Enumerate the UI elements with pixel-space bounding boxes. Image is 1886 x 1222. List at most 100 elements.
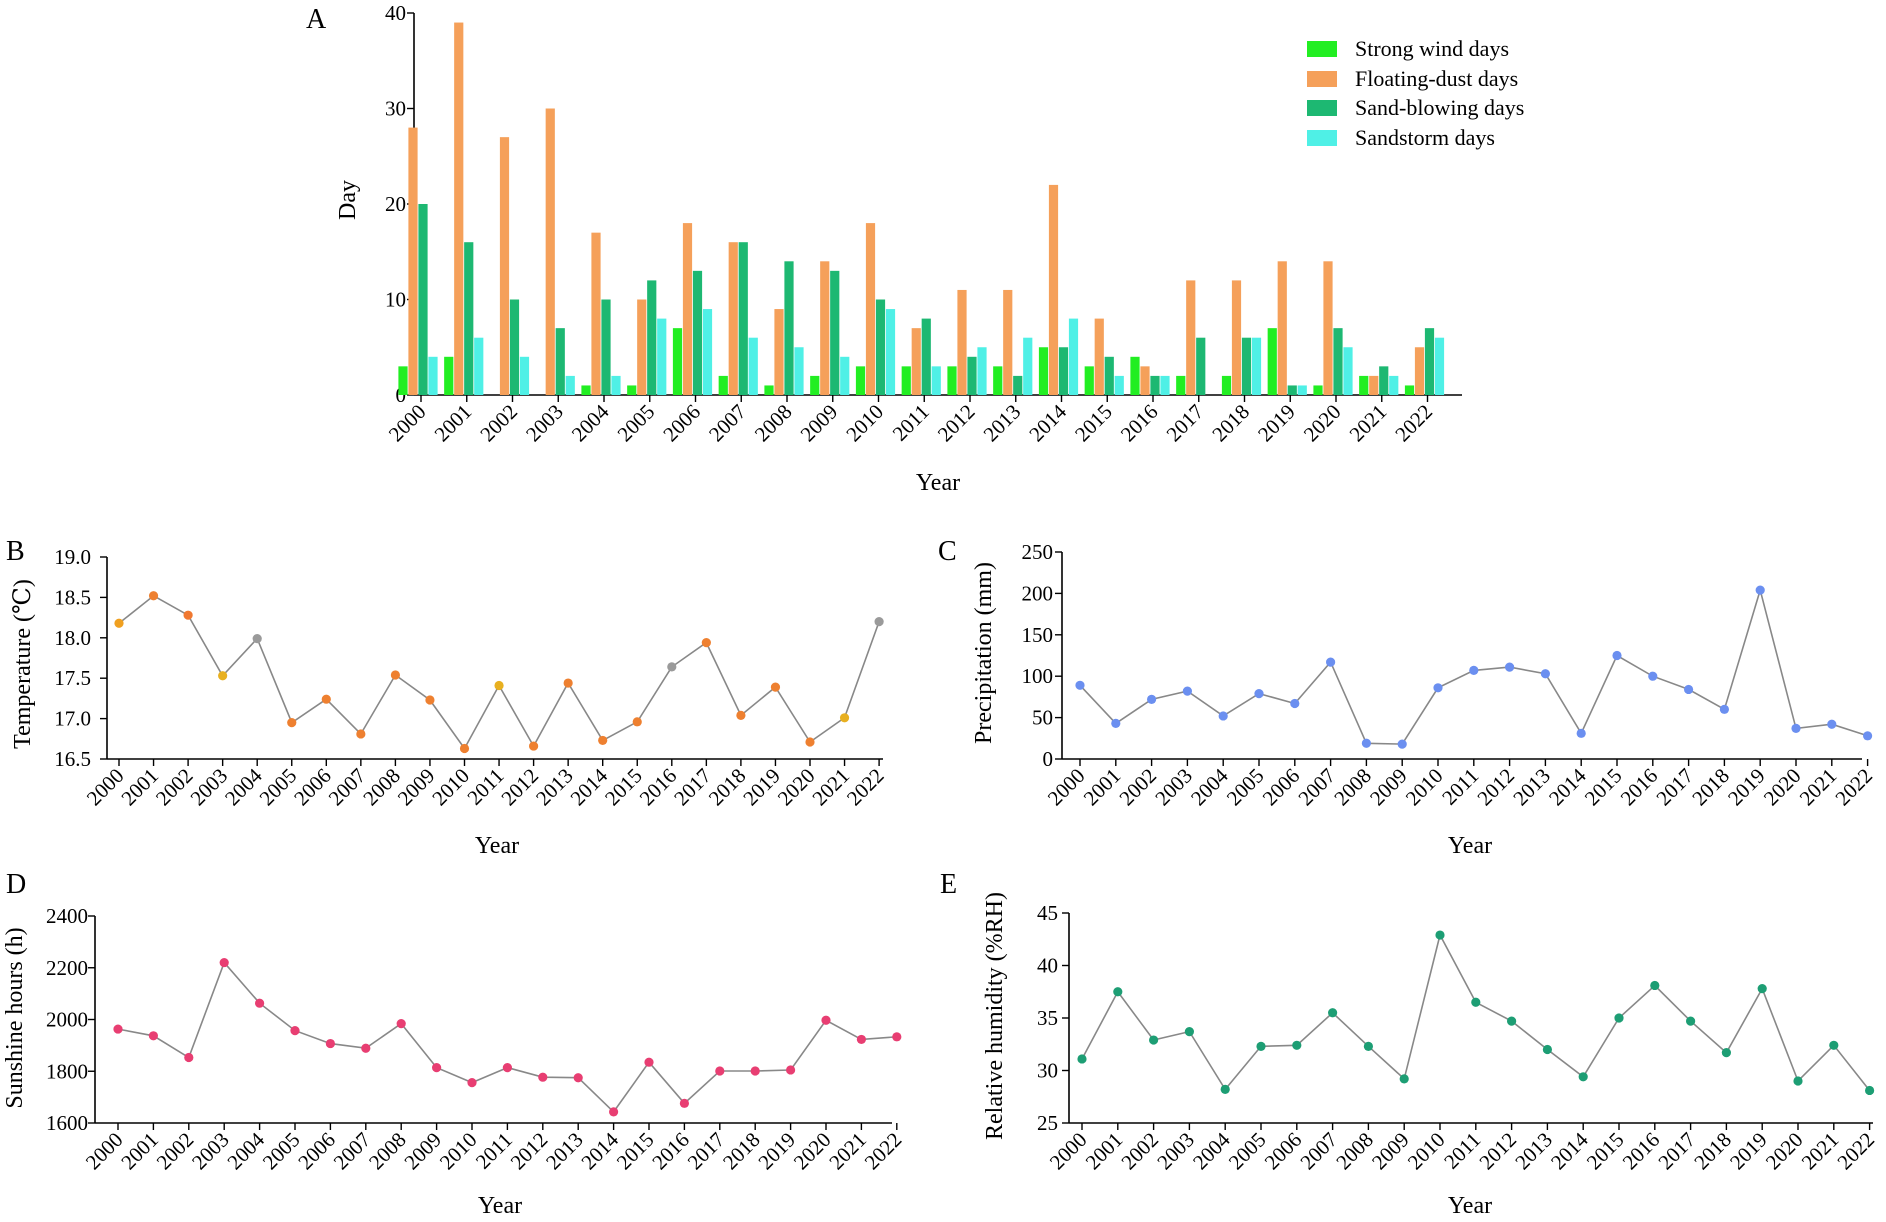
bar-sandstorm-days2006 [702, 309, 713, 395]
panel-e-x-tick-label: 2012 [1474, 1128, 1521, 1175]
panel-c-point-2010 [1433, 683, 1443, 693]
panel-c-x-tick-label: 2019 [1723, 764, 1770, 811]
bar-sand-blowing-days2002 [509, 299, 520, 395]
panel-b-y-tick-label: 18.0 [54, 626, 91, 650]
panel-c-x-axis-title: Year [1448, 833, 1492, 859]
panel-c-x-tick-label: 2022 [1830, 764, 1877, 811]
panel-c-point-2009 [1397, 739, 1407, 749]
legend-label-floating-dust: Floating-dust days [1355, 66, 1518, 91]
panel-b-temperature-chart: B Temperature (℃) Year 16.5 17.0 17.5 18.0 1… [6, 536, 889, 859]
panel-d-x-tick-label: 2015 [612, 1128, 659, 1175]
panel-a-x-tick-label: 2001 [430, 400, 477, 447]
bar-floating-dust-days2007 [728, 242, 738, 395]
panel-d-point-2014 [609, 1107, 619, 1117]
panel-a-x-tick-label: 2000 [384, 400, 431, 447]
panel-c-point-2016 [1648, 671, 1658, 681]
panel-c-y-tick-label: 150 [1022, 623, 1054, 647]
panel-d-x-tick-label: 2022 [860, 1128, 907, 1175]
panel-e-point-2010 [1435, 930, 1445, 940]
bar-sand-blowing-days2010 [875, 299, 886, 395]
panel-e-x-tick-label: 2002 [1116, 1128, 1163, 1175]
bar-sand-blowing-days2009 [830, 270, 840, 395]
panel-e-x-tick-label: 2017 [1653, 1128, 1700, 1175]
panel-b-y-tick-label: 18.5 [54, 585, 91, 609]
panel-b-point-2005 [287, 718, 297, 728]
panel-a-x-tick-label: 2022 [1390, 400, 1437, 447]
panel-c-point-2002 [1147, 694, 1157, 704]
bar-sand-blowing-days2021 [1379, 366, 1389, 395]
bar-floating-dust-days2020 [1323, 261, 1333, 395]
panel-b-point-2017 [701, 638, 711, 648]
panel-c-x-tick-label: 2020 [1759, 764, 1806, 811]
panel-a-y-tick-label: 10 [385, 288, 406, 312]
bar-sandstorm-days2007 [748, 337, 758, 395]
panel-b-y-tick-label: 16.5 [54, 747, 91, 771]
panel-e-x-tick-label: 2010 [1403, 1128, 1450, 1175]
bar-floating-dust-days2003 [545, 108, 555, 395]
panel-c-point-2004 [1218, 711, 1228, 721]
panel-c-point-2020 [1791, 723, 1801, 733]
panel-e-point-2009 [1399, 1074, 1409, 1084]
panel-d-x-tick-label: 2019 [753, 1128, 800, 1175]
bar-sand-blowing-days2004 [601, 299, 611, 395]
panel-c-x-tick-label: 2017 [1651, 764, 1698, 811]
panel-d-x-tick-label: 2012 [506, 1128, 553, 1175]
panel-a-x-tick-label: 2016 [1116, 400, 1163, 447]
bar-sandstorm-days2008 [794, 347, 804, 395]
panel-e-x-tick-label: 2007 [1295, 1128, 1342, 1175]
panel-d-x-tick-label: 2020 [789, 1128, 836, 1175]
panel-b-y-tick-label: 17.5 [54, 666, 91, 690]
bar-sand-blowing-days2019 [1287, 385, 1297, 395]
panel-a-x-axis-title: Year [916, 470, 960, 496]
panel-e-point-2001 [1113, 987, 1123, 997]
panel-b-point-2003 [218, 671, 228, 681]
panel-a-bar-chart: A Day Year 01020304020002001200220032004… [306, 1, 1524, 496]
panel-e-x-tick-label: 2003 [1152, 1128, 1199, 1175]
bar-sand-blowing-days2020 [1333, 328, 1343, 395]
bar-sand-blowing-days2011 [921, 318, 931, 395]
panel-label-c: C [938, 536, 957, 567]
panel-c-x-tick-label: 2006 [1258, 764, 1305, 811]
bar-sand-blowing-days2013 [1013, 375, 1023, 395]
panel-d-y-tick-label: 1800 [46, 1059, 88, 1083]
panel-d-y-tick-label: 2200 [46, 956, 88, 980]
bar-sand-blowing-days2003 [555, 328, 565, 395]
panel-d-point-2002 [184, 1052, 194, 1063]
bar-strong-wind-days2022 [1404, 385, 1415, 395]
panel-e-x-tick-label: 2001 [1081, 1128, 1128, 1175]
panel-e-x-tick-label: 2020 [1761, 1128, 1808, 1175]
panel-c-x-tick-label: 2021 [1795, 764, 1842, 811]
panel-c-x-tick-label: 2008 [1329, 764, 1376, 811]
panel-d-point-2018 [750, 1066, 760, 1076]
bar-floating-dust-days2015 [1094, 318, 1104, 395]
panel-c-y-tick-label: 250 [1022, 540, 1054, 564]
panel-d-point-2011 [502, 1063, 512, 1073]
bar-floating-dust-days2016 [1140, 366, 1150, 395]
panel-c-x-tick-label: 2009 [1365, 764, 1412, 811]
panel-d-x-tick-label: 2010 [435, 1128, 482, 1175]
panel-c-point-2012 [1505, 662, 1515, 672]
panel-a-x-tick-label: 2009 [796, 400, 843, 447]
legend-swatch-sandstorm [1307, 130, 1337, 146]
bar-sandstorm-days2014 [1068, 318, 1079, 395]
panel-e-point-2006 [1292, 1040, 1302, 1050]
panel-d-point-2009 [432, 1063, 442, 1073]
bar-sand-blowing-days2016 [1150, 375, 1160, 395]
panel-b-point-2015 [632, 717, 642, 727]
bar-floating-dust-days2022 [1414, 347, 1425, 395]
panel-c-y-tick-label: 200 [1022, 581, 1054, 605]
panel-a-x-tick-label: 2015 [1070, 400, 1117, 447]
panel-d-y-tick-label: 2400 [46, 904, 88, 928]
panel-label-e: E [940, 869, 957, 900]
panel-e-y-tick-label: 30 [1037, 1059, 1058, 1083]
panel-c-point-2022 [1863, 731, 1873, 741]
bar-floating-dust-days2010 [865, 223, 876, 395]
bar-floating-dust-days2011 [911, 328, 921, 395]
panel-d-x-tick-label: 2017 [683, 1128, 730, 1175]
bar-sand-blowing-days2006 [692, 270, 703, 395]
panel-c-point-2021 [1827, 719, 1837, 729]
panel-b-y-axis-title: Temperature (℃) [10, 579, 36, 749]
bar-sandstorm-days2012 [977, 347, 987, 395]
panel-a-y-tick-label: 20 [385, 192, 406, 216]
bar-strong-wind-days2007 [718, 375, 728, 395]
